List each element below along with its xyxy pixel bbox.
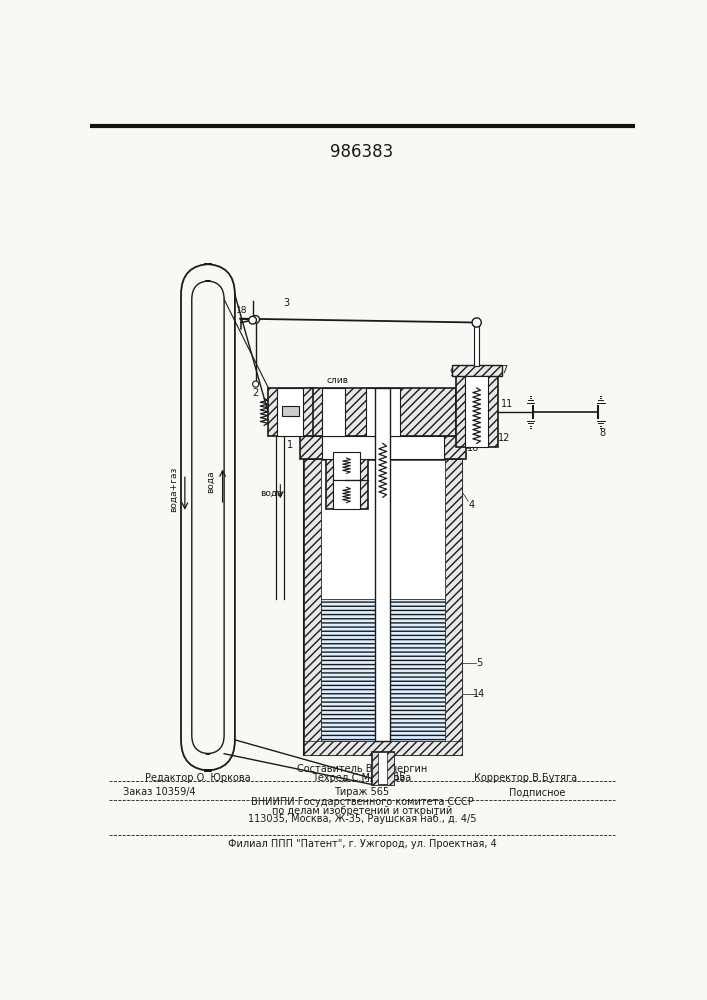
Text: 18: 18 bbox=[236, 306, 247, 315]
Text: вода: вода bbox=[206, 471, 215, 493]
Circle shape bbox=[252, 316, 259, 323]
Bar bbox=[372, 752, 394, 785]
Bar bbox=[452, 365, 502, 376]
Text: ВНИИПИ Государственного комитета СССР: ВНИИПИ Государственного комитета СССР bbox=[250, 797, 473, 807]
Text: Подписное: Подписное bbox=[508, 787, 565, 797]
Bar bbox=[321, 460, 445, 599]
Text: 12: 12 bbox=[498, 433, 510, 443]
Text: 1: 1 bbox=[287, 440, 293, 450]
Text: 986383: 986383 bbox=[330, 143, 394, 161]
Text: 11: 11 bbox=[501, 399, 513, 409]
Text: газ: газ bbox=[355, 458, 370, 467]
Text: 4: 4 bbox=[468, 500, 474, 510]
Bar bbox=[304, 459, 321, 755]
Bar bbox=[321, 599, 445, 741]
Text: 9: 9 bbox=[449, 368, 455, 378]
Text: 8: 8 bbox=[599, 428, 605, 438]
Text: 15: 15 bbox=[394, 772, 406, 782]
Bar bbox=[366, 388, 399, 436]
Text: Составитель В. Кочергин: Составитель В. Кочергин bbox=[297, 764, 427, 774]
Text: вода+газ: вода+газ bbox=[169, 467, 177, 512]
Text: слив: слив bbox=[327, 376, 349, 385]
Bar bbox=[268, 388, 312, 436]
Text: Тираж 565: Тираж 565 bbox=[334, 787, 390, 797]
Bar bbox=[310, 388, 456, 436]
Text: 19: 19 bbox=[370, 461, 382, 471]
Bar bbox=[334, 452, 361, 480]
Text: Заказ 10359/4: Заказ 10359/4 bbox=[123, 787, 196, 797]
Bar bbox=[304, 459, 462, 755]
Text: 13: 13 bbox=[411, 465, 423, 475]
Bar bbox=[465, 376, 489, 447]
Text: 17: 17 bbox=[310, 490, 322, 500]
Circle shape bbox=[472, 318, 481, 327]
Circle shape bbox=[249, 316, 257, 324]
Bar bbox=[474, 323, 479, 366]
Bar bbox=[372, 752, 378, 785]
Text: по делам изобретений и открытий: по делам изобретений и открытий bbox=[271, 806, 452, 816]
Bar bbox=[334, 480, 361, 509]
Text: 6: 6 bbox=[402, 619, 407, 629]
Text: Техред С.Мигунова: Техред С.Мигунова bbox=[312, 773, 411, 783]
Text: Филиал ППП "Патент", г. Ужгород, ул. Проектная, 4: Филиал ППП "Патент", г. Ужгород, ул. Про… bbox=[228, 839, 496, 849]
Bar bbox=[326, 451, 368, 509]
Bar bbox=[456, 376, 498, 447]
Text: 10: 10 bbox=[398, 462, 411, 472]
Text: 14: 14 bbox=[473, 689, 485, 699]
Text: 3: 3 bbox=[284, 298, 290, 308]
Text: вода: вода bbox=[259, 489, 282, 498]
Bar bbox=[277, 388, 303, 436]
Text: 2: 2 bbox=[252, 388, 258, 398]
Bar bbox=[387, 752, 394, 785]
Text: 7: 7 bbox=[501, 365, 508, 375]
Bar bbox=[282, 406, 299, 416]
Bar bbox=[304, 741, 462, 755]
Text: 5: 5 bbox=[476, 658, 482, 668]
Bar bbox=[322, 388, 345, 436]
Bar bbox=[445, 459, 462, 755]
Bar bbox=[375, 388, 390, 741]
Bar bbox=[322, 436, 444, 459]
Text: 113035, Москва, Ж-35, Раушская наб., д. 4/5: 113035, Москва, Ж-35, Раушская наб., д. … bbox=[247, 814, 477, 824]
Text: Редактор О. Юркова: Редактор О. Юркова bbox=[145, 773, 251, 783]
Circle shape bbox=[252, 381, 259, 387]
Text: 16: 16 bbox=[467, 443, 479, 453]
Text: Корректор В.Бутяга: Корректор В.Бутяга bbox=[474, 773, 577, 783]
Bar bbox=[300, 436, 466, 459]
